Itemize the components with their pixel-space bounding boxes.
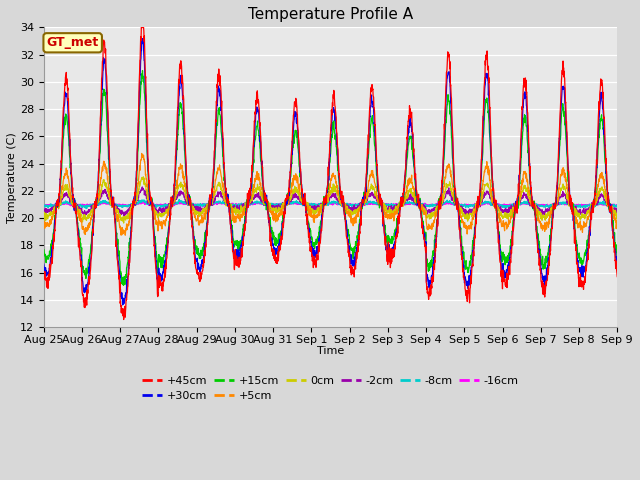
Legend: +45cm, +30cm, +15cm, +5cm, 0cm, -2cm, -8cm, -16cm: +45cm, +30cm, +15cm, +5cm, 0cm, -2cm, -8… xyxy=(138,371,523,406)
Title: Temperature Profile A: Temperature Profile A xyxy=(248,7,413,22)
Text: GT_met: GT_met xyxy=(47,36,99,49)
X-axis label: Time: Time xyxy=(317,346,344,356)
Y-axis label: Temperature (C): Temperature (C) xyxy=(7,132,17,223)
